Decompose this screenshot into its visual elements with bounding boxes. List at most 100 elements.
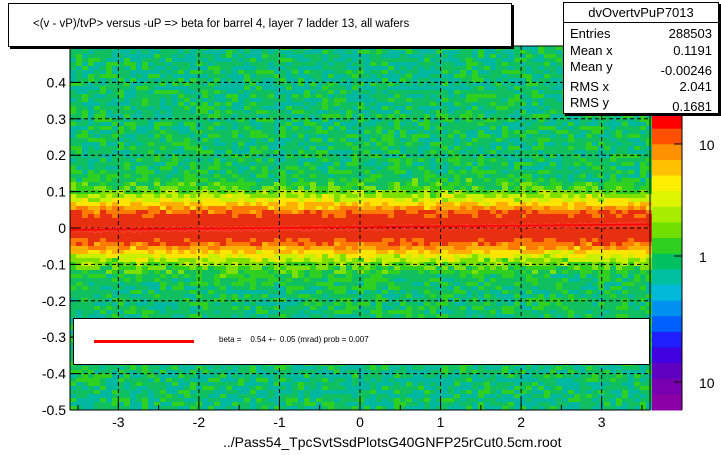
heatmap-cell bbox=[214, 398, 220, 402]
heatmap-cell bbox=[232, 222, 238, 226]
heatmap-cell bbox=[310, 98, 316, 102]
heatmap-cell bbox=[112, 154, 118, 158]
heatmap-cell bbox=[394, 46, 400, 50]
heatmap-cell bbox=[364, 102, 370, 106]
heatmap-cell bbox=[88, 254, 94, 258]
heatmap-cell bbox=[214, 374, 220, 378]
heatmap-cell bbox=[280, 366, 286, 370]
heatmap-cell bbox=[340, 274, 346, 278]
heatmap-cell bbox=[310, 166, 316, 170]
heatmap-cell bbox=[310, 82, 316, 86]
heatmap-cell bbox=[232, 394, 238, 398]
heatmap-cell bbox=[346, 186, 352, 190]
heatmap-cell bbox=[172, 62, 178, 66]
heatmap-cell bbox=[142, 378, 148, 382]
heatmap-cell bbox=[106, 286, 112, 290]
heatmap-cell bbox=[346, 274, 352, 278]
heatmap-cell bbox=[214, 282, 220, 286]
heatmap-cell bbox=[184, 110, 190, 114]
heatmap-cell bbox=[94, 386, 100, 390]
heatmap-cell bbox=[124, 394, 130, 398]
heatmap-cell bbox=[268, 102, 274, 106]
heatmap-cell bbox=[82, 374, 88, 378]
heatmap-cell bbox=[232, 130, 238, 134]
heatmap-cell bbox=[268, 62, 274, 66]
heatmap-cell bbox=[118, 110, 124, 114]
heatmap-cell bbox=[190, 94, 196, 98]
heatmap-cell bbox=[250, 82, 256, 86]
heatmap-cell bbox=[178, 254, 184, 258]
heatmap-cell bbox=[262, 194, 268, 198]
heatmap-cell bbox=[160, 162, 166, 166]
heatmap-cell bbox=[358, 182, 364, 186]
heatmap-cell bbox=[220, 182, 226, 186]
heatmap-cell bbox=[274, 302, 280, 306]
heatmap-cell bbox=[166, 258, 172, 262]
heatmap-cell bbox=[370, 174, 376, 178]
heatmap-cell bbox=[334, 130, 340, 134]
heatmap-cell bbox=[274, 150, 280, 154]
heatmap-cell bbox=[358, 54, 364, 58]
heatmap-cell bbox=[256, 154, 262, 158]
heatmap-cell bbox=[388, 126, 394, 130]
heatmap-cell bbox=[364, 218, 370, 222]
heatmap-cell bbox=[262, 402, 268, 406]
heatmap-cell bbox=[340, 174, 346, 178]
heatmap-cell bbox=[250, 310, 256, 314]
heatmap-cell bbox=[184, 178, 190, 182]
heatmap-cell bbox=[304, 250, 310, 254]
heatmap-cell bbox=[262, 142, 268, 146]
heatmap-cell bbox=[112, 158, 118, 162]
heatmap-cell bbox=[160, 70, 166, 74]
heatmap-cell bbox=[112, 238, 118, 242]
heatmap-cell bbox=[166, 178, 172, 182]
heatmap-cell bbox=[364, 222, 370, 226]
heatmap-cell bbox=[244, 50, 250, 54]
heatmap-cell bbox=[232, 98, 238, 102]
heatmap-cell bbox=[124, 246, 130, 250]
heatmap-cell bbox=[376, 390, 382, 394]
heatmap-cell bbox=[214, 74, 220, 78]
heatmap-cell bbox=[340, 50, 346, 54]
heatmap-cell bbox=[250, 378, 256, 382]
heatmap-cell bbox=[328, 206, 334, 210]
heatmap-cell bbox=[202, 66, 208, 70]
heatmap-cell bbox=[322, 290, 328, 294]
heatmap-cell bbox=[130, 254, 136, 258]
heatmap-cell bbox=[172, 46, 178, 50]
heatmap-cell bbox=[376, 186, 382, 190]
heatmap-cell bbox=[238, 238, 244, 242]
heatmap-cell bbox=[370, 198, 376, 202]
heatmap-cell bbox=[298, 250, 304, 254]
heatmap-cell bbox=[244, 66, 250, 70]
heatmap-cell bbox=[280, 98, 286, 102]
heatmap-cell bbox=[190, 378, 196, 382]
heatmap-cell bbox=[334, 46, 340, 50]
heatmap-cell bbox=[280, 170, 286, 174]
heatmap-cell bbox=[226, 270, 232, 274]
heatmap-cell bbox=[268, 130, 274, 134]
heatmap-cell bbox=[352, 162, 358, 166]
heatmap-cell bbox=[142, 274, 148, 278]
heatmap-cell bbox=[376, 282, 382, 286]
heatmap-cell bbox=[388, 78, 394, 82]
heatmap-cell bbox=[124, 298, 130, 302]
heatmap-cell bbox=[382, 178, 388, 182]
heatmap-cell bbox=[346, 130, 352, 134]
heatmap-cell bbox=[190, 258, 196, 262]
heatmap-cell bbox=[328, 302, 334, 306]
heatmap-cell bbox=[292, 398, 298, 402]
heatmap-cell bbox=[136, 302, 142, 306]
heatmap-cell bbox=[172, 194, 178, 198]
heatmap-cell bbox=[172, 282, 178, 286]
heatmap-cell bbox=[202, 382, 208, 386]
heatmap-cell bbox=[340, 82, 346, 86]
heatmap-cell bbox=[202, 222, 208, 226]
heatmap-cell bbox=[196, 386, 202, 390]
heatmap-cell bbox=[334, 150, 340, 154]
heatmap-cell bbox=[202, 234, 208, 238]
heatmap-cell bbox=[286, 238, 292, 242]
heatmap-cell bbox=[328, 250, 334, 254]
heatmap-cell bbox=[166, 70, 172, 74]
heatmap-cell bbox=[94, 170, 100, 174]
